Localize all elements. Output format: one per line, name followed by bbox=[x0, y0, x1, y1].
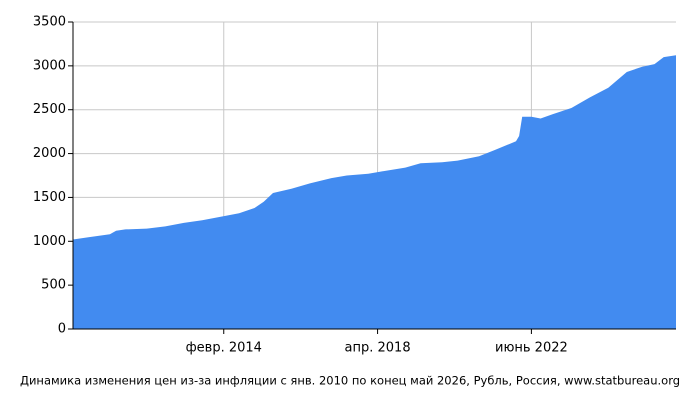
y-tick-label: 1500 bbox=[33, 190, 66, 205]
x-tick-label: апр. 2018 bbox=[345, 341, 411, 356]
area bbox=[73, 55, 676, 330]
y-tick-label: 2500 bbox=[33, 102, 66, 117]
y-tick-label: 3000 bbox=[33, 58, 66, 73]
y-tick-label: 2000 bbox=[33, 146, 66, 161]
x-tick-label: июнь 2022 bbox=[495, 341, 568, 356]
y-tick-label: 3500 bbox=[33, 15, 66, 30]
y-tick-label: 500 bbox=[41, 278, 66, 293]
x-tick-label: февр. 2014 bbox=[186, 341, 262, 356]
caption: Динамика изменения цен из-за инфляции с … bbox=[20, 374, 680, 388]
y-tick-label: 1000 bbox=[33, 234, 66, 249]
y-tick-label: 0 bbox=[58, 322, 66, 337]
